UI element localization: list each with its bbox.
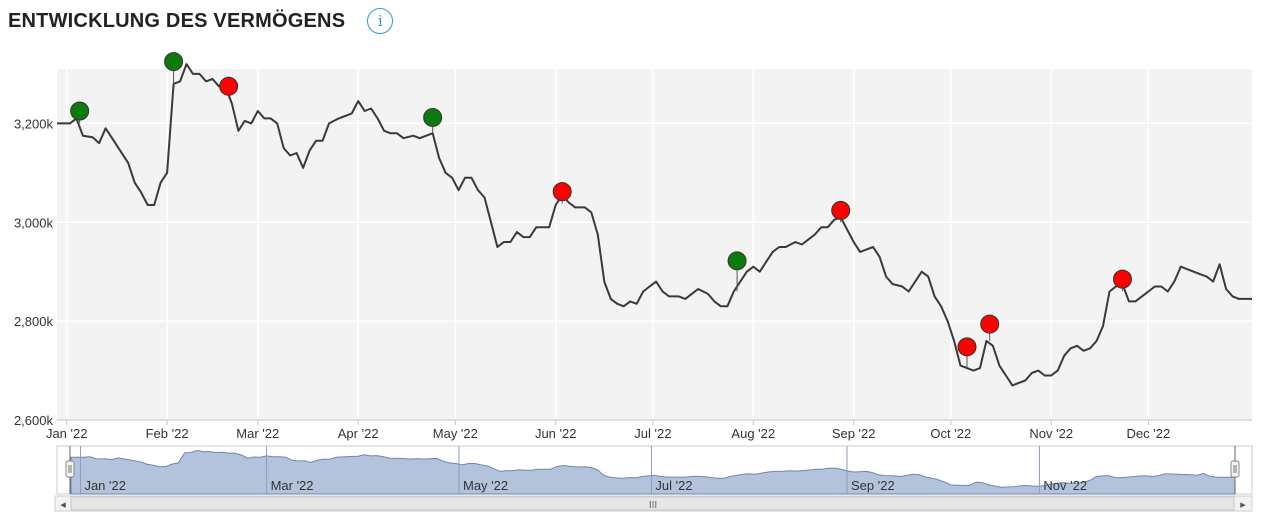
marker-dot bbox=[219, 76, 239, 96]
x-tick-label: Nov '22 bbox=[1029, 426, 1073, 441]
sell-marker[interactable] bbox=[957, 337, 977, 369]
navigator-label: May '22 bbox=[463, 478, 508, 493]
marker-dot bbox=[164, 52, 184, 72]
series-line bbox=[57, 63, 1252, 387]
scrollbar-thumb[interactable] bbox=[70, 496, 1235, 511]
sell-marker[interactable] bbox=[980, 314, 1000, 341]
handle-grip bbox=[1230, 460, 1240, 478]
handle-grip bbox=[65, 460, 75, 478]
navigator-area bbox=[70, 449, 1236, 495]
x-tick-label: Mar '22 bbox=[236, 426, 279, 441]
scrollbar-grip[interactable]: III bbox=[649, 500, 657, 511]
chart-header: ENTWICKLUNG DES VERMÖGENS i bbox=[8, 6, 394, 36]
x-tick-label: May '22 bbox=[433, 426, 478, 441]
buy-marker[interactable] bbox=[164, 52, 184, 84]
buy-marker[interactable] bbox=[423, 107, 443, 134]
sell-marker[interactable] bbox=[831, 200, 851, 223]
x-tick-label: Aug '22 bbox=[731, 426, 775, 441]
y-tick-label: 2,800k bbox=[14, 314, 54, 329]
buy-marker[interactable] bbox=[70, 101, 90, 124]
sell-marker[interactable] bbox=[1112, 269, 1132, 292]
scrollbar[interactable]: III ◂ ▸ bbox=[54, 495, 1253, 512]
navigator-label: Mar '22 bbox=[271, 478, 314, 493]
y-tick-label: 2,600k bbox=[14, 413, 54, 428]
x-tick-label: Jan '22 bbox=[46, 426, 88, 441]
info-icon[interactable]: i bbox=[367, 8, 394, 34]
navigator-label: Nov '22 bbox=[1043, 478, 1087, 493]
navigator-left-handle[interactable] bbox=[65, 446, 75, 494]
scroll-left-arrow[interactable]: ◂ bbox=[60, 499, 66, 511]
plot-background bbox=[57, 69, 1252, 420]
x-tick-label: Oct '22 bbox=[930, 426, 971, 441]
x-tick-label: Jul '22 bbox=[634, 426, 671, 441]
y-tick-label: 3,200k bbox=[14, 116, 54, 131]
x-tick-label: Jun '22 bbox=[535, 426, 577, 441]
marker-dot bbox=[552, 182, 572, 202]
buy-marker[interactable] bbox=[727, 251, 747, 292]
marker-dot bbox=[1112, 269, 1132, 289]
marker-dot bbox=[727, 251, 747, 271]
marker-dot bbox=[423, 107, 443, 127]
y-tick-label: 3,000k bbox=[14, 215, 54, 230]
x-tick-label: Dec '22 bbox=[1127, 426, 1171, 441]
scroll-right-arrow[interactable]: ▸ bbox=[1240, 499, 1246, 511]
marker-dot bbox=[70, 101, 90, 121]
navigator-label: Jul '22 bbox=[655, 478, 692, 493]
x-tick-label: Apr '22 bbox=[338, 426, 379, 441]
range-navigator[interactable]: Jan '22 Mar '22 May '22 Jul '22 Sep '22 Nov '… bbox=[56, 445, 1253, 495]
main-plot: Jan '22 Feb '22 Mar '22 Apr '22 May '22 Jun '… bbox=[14, 52, 1252, 441]
marker-dot bbox=[980, 314, 1000, 334]
marker-dot bbox=[831, 200, 851, 220]
marker-dot bbox=[957, 337, 977, 357]
page-title: ENTWICKLUNG DES VERMÖGENS bbox=[8, 9, 346, 32]
x-tick-label: Feb '22 bbox=[146, 426, 189, 441]
navigator-label: Sep '22 bbox=[851, 478, 895, 493]
sell-marker[interactable] bbox=[552, 182, 572, 204]
sell-marker[interactable] bbox=[219, 76, 239, 99]
navigator-label: Jan '22 bbox=[84, 478, 126, 493]
x-tick-label: Sep '22 bbox=[832, 426, 876, 441]
navigator-right-handle[interactable] bbox=[1230, 446, 1240, 494]
